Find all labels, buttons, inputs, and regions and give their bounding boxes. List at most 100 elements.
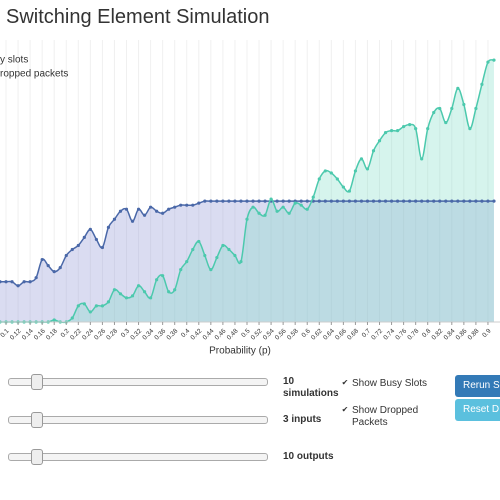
point xyxy=(389,199,394,203)
legend-label: y slots xyxy=(0,55,28,66)
x-tick-label: 0.18 xyxy=(45,327,59,341)
x-tick-label: 0.26 xyxy=(93,327,107,341)
point xyxy=(371,199,376,203)
point xyxy=(251,205,255,209)
point xyxy=(353,199,358,203)
page-title: Switching Element Simulation xyxy=(6,6,270,28)
x-tick-label: 0.78 xyxy=(406,327,420,341)
checkbox-box[interactable]: ✔ xyxy=(341,378,349,387)
point xyxy=(257,199,261,203)
chart: 0.10.120.140.160.18 0.20.220.240.260.28 0.… xyxy=(0,40,500,357)
x-tick-label: 0.58 xyxy=(286,327,300,341)
x-tick-label: 0.86 xyxy=(455,327,469,341)
x-tick-label: 0.1 xyxy=(0,327,11,339)
point xyxy=(293,201,297,205)
point xyxy=(106,225,111,229)
point xyxy=(82,302,86,306)
x-tick-label: 0.3 xyxy=(120,327,132,339)
x-tick-label: 0.2 xyxy=(60,327,72,339)
point xyxy=(155,278,159,282)
point xyxy=(88,227,92,231)
slider[interactable] xyxy=(8,374,268,390)
point xyxy=(474,199,478,203)
point xyxy=(197,239,201,244)
point xyxy=(311,195,315,199)
point xyxy=(34,276,38,280)
point xyxy=(389,129,394,133)
button[interactable]: Rerun Si xyxy=(455,375,500,397)
x-tick-label: 0.44 xyxy=(202,327,216,341)
x-tick-label: 0.12 xyxy=(9,327,23,341)
point xyxy=(173,205,177,209)
slider-value: 3 xyxy=(283,414,289,425)
point xyxy=(347,189,351,193)
point xyxy=(450,199,454,203)
x-tick-label: 0.72 xyxy=(370,327,384,341)
x-tick-label: 0.14 xyxy=(21,327,35,341)
point xyxy=(221,243,225,248)
point xyxy=(420,157,424,161)
point xyxy=(377,199,382,203)
button[interactable]: Reset D xyxy=(455,399,500,421)
point xyxy=(359,199,364,203)
point xyxy=(329,171,333,175)
point xyxy=(323,199,327,203)
x-tick-label: 0.68 xyxy=(346,327,360,341)
x-tick-label: 0.22 xyxy=(69,327,83,341)
point xyxy=(161,274,165,278)
point xyxy=(118,292,123,296)
point xyxy=(456,199,460,203)
point xyxy=(432,199,436,203)
point xyxy=(450,106,454,111)
point xyxy=(347,199,351,203)
slider-thumb[interactable] xyxy=(31,449,43,465)
point xyxy=(438,199,442,203)
point xyxy=(245,199,249,203)
point xyxy=(118,209,123,213)
slider[interactable] xyxy=(8,449,268,465)
point xyxy=(233,253,237,258)
point xyxy=(100,304,105,308)
x-tick-label: 0.42 xyxy=(190,327,204,341)
point xyxy=(377,139,382,143)
slider-thumb[interactable] xyxy=(31,374,43,390)
point xyxy=(16,284,20,288)
point xyxy=(215,255,219,260)
point xyxy=(444,120,448,125)
x-tick-label: 0.46 xyxy=(214,327,228,341)
checkbox-box[interactable]: ✔ xyxy=(341,405,349,414)
point xyxy=(233,199,237,203)
point xyxy=(462,102,466,107)
x-tick-label: 0.7 xyxy=(361,327,373,339)
point xyxy=(408,199,412,203)
x-tick-label: 0.82 xyxy=(430,327,444,341)
point xyxy=(136,284,141,288)
point xyxy=(185,203,189,207)
point xyxy=(76,304,80,308)
slider-label: 10 outputs xyxy=(283,451,343,463)
point xyxy=(82,235,86,239)
slider[interactable] xyxy=(8,412,268,428)
point xyxy=(287,199,291,203)
legend-label: ropped packets xyxy=(0,69,68,80)
point xyxy=(179,203,183,207)
slider-label: 3 inputs xyxy=(283,414,343,426)
point xyxy=(149,296,153,300)
point xyxy=(88,310,92,314)
point xyxy=(341,185,345,189)
point xyxy=(124,207,129,211)
point xyxy=(402,125,406,129)
point xyxy=(468,199,472,203)
slider-value: 10 xyxy=(283,451,295,462)
point xyxy=(329,199,333,203)
point xyxy=(426,127,430,131)
slider-thumb[interactable] xyxy=(31,412,43,428)
x-tick-label: 0.64 xyxy=(322,327,336,341)
x-tick-label: 0.84 xyxy=(443,327,457,341)
point xyxy=(76,243,80,248)
x-tick-label: 0.54 xyxy=(262,327,276,341)
point xyxy=(480,199,484,203)
point xyxy=(426,199,430,203)
point xyxy=(203,253,207,258)
